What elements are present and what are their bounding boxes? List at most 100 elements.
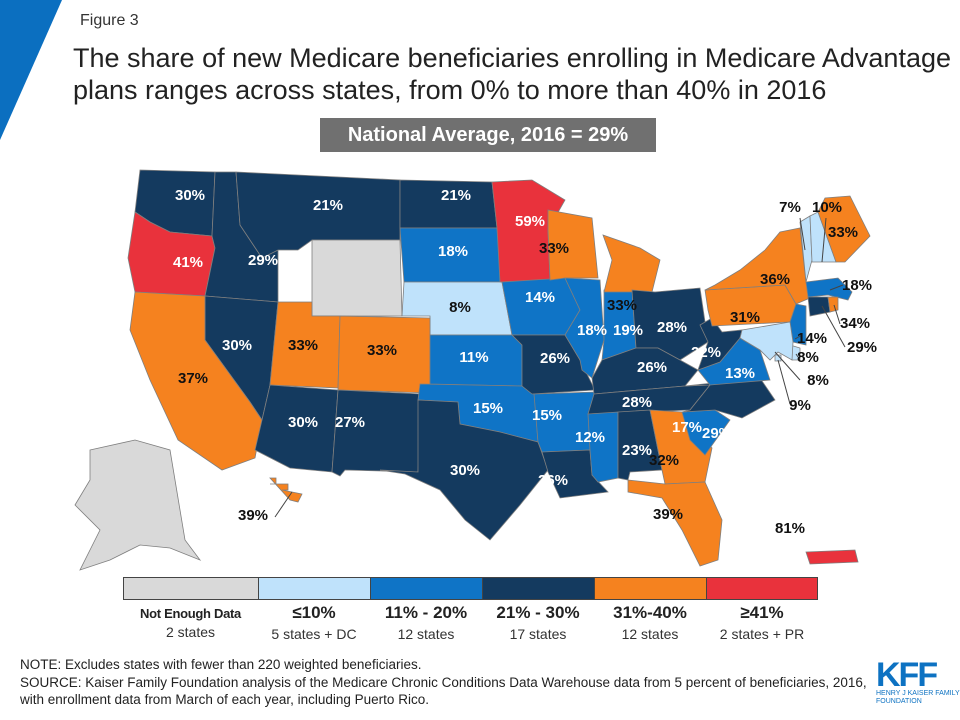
legend-label: 31%-40%: [613, 603, 687, 622]
source-text: SOURCE: Kaiser Family Foundation analysi…: [20, 674, 867, 708]
state-label-nj: 14%: [797, 330, 827, 347]
legend-count: 5 states + DC: [271, 626, 357, 642]
state-wy: [311, 239, 403, 317]
state-label-va: 13%: [725, 365, 755, 382]
legend-swatch: [706, 577, 818, 600]
leader-line: [821, 217, 827, 263]
state-label-md: 8%: [807, 372, 829, 389]
state-label-nh: 10%: [812, 199, 842, 216]
state-nm: [331, 389, 423, 477]
state-label-hi: 39%: [238, 507, 268, 524]
state-ia: [501, 277, 581, 336]
state-label-pa: 31%: [730, 309, 760, 326]
legend-item-le10: ≤10% 5 states + DC: [258, 577, 370, 642]
state-label-in: 19%: [613, 322, 643, 339]
state-me: [817, 195, 871, 263]
state-label-co: 33%: [367, 342, 397, 359]
state-label-ct: 29%: [847, 339, 877, 356]
leader-line: [833, 304, 841, 325]
logo-subtitle: HENRY J KAISER FAMILY FOUNDATION: [876, 690, 960, 705]
state-mi: [602, 234, 661, 293]
state-pr: [805, 549, 859, 565]
state-label-wv: 22%: [691, 344, 721, 361]
state-label-id: 29%: [248, 252, 278, 269]
state-label-ia: 14%: [525, 289, 555, 306]
state-label-mo: 26%: [540, 350, 570, 367]
legend: Not Enough Data 2 states ≤10% 5 states +…: [123, 577, 818, 642]
footnote: NOTE: Excludes states with fewer than 22…: [20, 656, 880, 709]
state-il: [564, 277, 605, 379]
legend-label: ≤10%: [292, 603, 336, 622]
legend-count: 2 states + PR: [719, 626, 805, 642]
legend-item-ge41: ≥41% 2 states + PR: [706, 577, 818, 642]
state-label-ks: 11%: [459, 349, 488, 366]
leader-line: [274, 491, 293, 518]
state-md: [739, 321, 794, 361]
state-label-tx: 30%: [450, 462, 480, 479]
us-choropleth-map: 30% 41% 29% 21% 21% 18% 8% 30% 37% 33% 33% 30% 27% 11…: [74, 169, 877, 571]
state-label-ma: 18%: [842, 277, 872, 294]
state-nj: [789, 303, 807, 346]
state-label-tn: 28%: [622, 394, 652, 411]
state-nc: [681, 377, 776, 419]
leader-line: [794, 334, 803, 340]
leader-line: [774, 351, 801, 381]
state-label-ut: 33%: [288, 337, 318, 354]
figure-label: Figure 3: [80, 12, 139, 29]
legend-item-b11_20: 11% - 20% 12 states: [370, 577, 482, 642]
leader-line: [795, 353, 799, 358]
legend-count: 12 states: [397, 626, 455, 642]
legend-swatch: [258, 577, 370, 600]
state-label-vt: 7%: [779, 199, 801, 216]
state-label-oh: 28%: [657, 319, 687, 336]
state-label-mt: 21%: [313, 197, 343, 214]
state-label-il: 18%: [577, 322, 607, 339]
legend-swatch: [370, 577, 482, 600]
state-label-sd: 18%: [438, 243, 468, 260]
state-label-sc: 17%: [672, 419, 702, 436]
legend-item-b21_30: 21% - 30% 17 states: [482, 577, 594, 642]
legend-label: Not Enough Data: [140, 606, 241, 621]
state-label-wi: 33%: [539, 240, 569, 257]
state-label-or: 41%: [173, 254, 203, 271]
state-ak: [74, 439, 202, 571]
state-fl: [627, 479, 723, 567]
corner-accent: [0, 0, 62, 140]
state-ct: [807, 296, 831, 317]
state-label-la: 26%: [538, 472, 568, 489]
state-label-ny: 36%: [760, 271, 790, 288]
state-label-ms: 12%: [575, 429, 605, 446]
legend-label: 11% - 20%: [384, 603, 468, 622]
legend-item-nodata: Not Enough Data 2 states: [123, 577, 258, 642]
legend-item-b31_40: 31%-40% 12 states: [594, 577, 706, 642]
page-title: The share of new Medicare beneficiaries …: [73, 43, 952, 105]
logo-text: KFF: [876, 656, 938, 694]
note-text: NOTE: Excludes states with fewer than 22…: [20, 657, 422, 672]
state-ms: [587, 411, 619, 483]
kff-logo: KFF HENRY J KAISER FAMILY FOUNDATION: [876, 656, 960, 706]
state-ri: [827, 296, 839, 313]
legend-count: 17 states: [509, 626, 567, 642]
state-ca: [129, 291, 263, 471]
state-label-nm: 27%: [335, 414, 365, 431]
state-tx: [379, 399, 549, 541]
state-label-ky: 26%: [637, 359, 667, 376]
legend-swatch: [594, 577, 706, 600]
leader-line: [777, 359, 791, 405]
leader-line: [821, 305, 846, 348]
state-label-al: 23%: [622, 442, 652, 459]
state-label-ga: 32%: [649, 452, 679, 469]
state-label-fl: 39%: [653, 506, 683, 523]
state-label-dc: 9%: [789, 397, 811, 414]
state-label-me: 33%: [828, 224, 858, 241]
legend-count: 12 states: [621, 626, 679, 642]
state-label-nv: 30%: [222, 337, 252, 354]
legend-count: 2 states: [165, 624, 216, 640]
state-label-ar: 15%: [532, 407, 562, 424]
legend-label: ≥41%: [740, 603, 784, 622]
leader-line: [829, 284, 844, 291]
state-hi: [269, 477, 303, 503]
state-label-mi: 33%: [607, 297, 637, 314]
state-label-ca: 37%: [178, 370, 208, 387]
national-average-banner: National Average, 2016 = 29%: [320, 118, 656, 152]
